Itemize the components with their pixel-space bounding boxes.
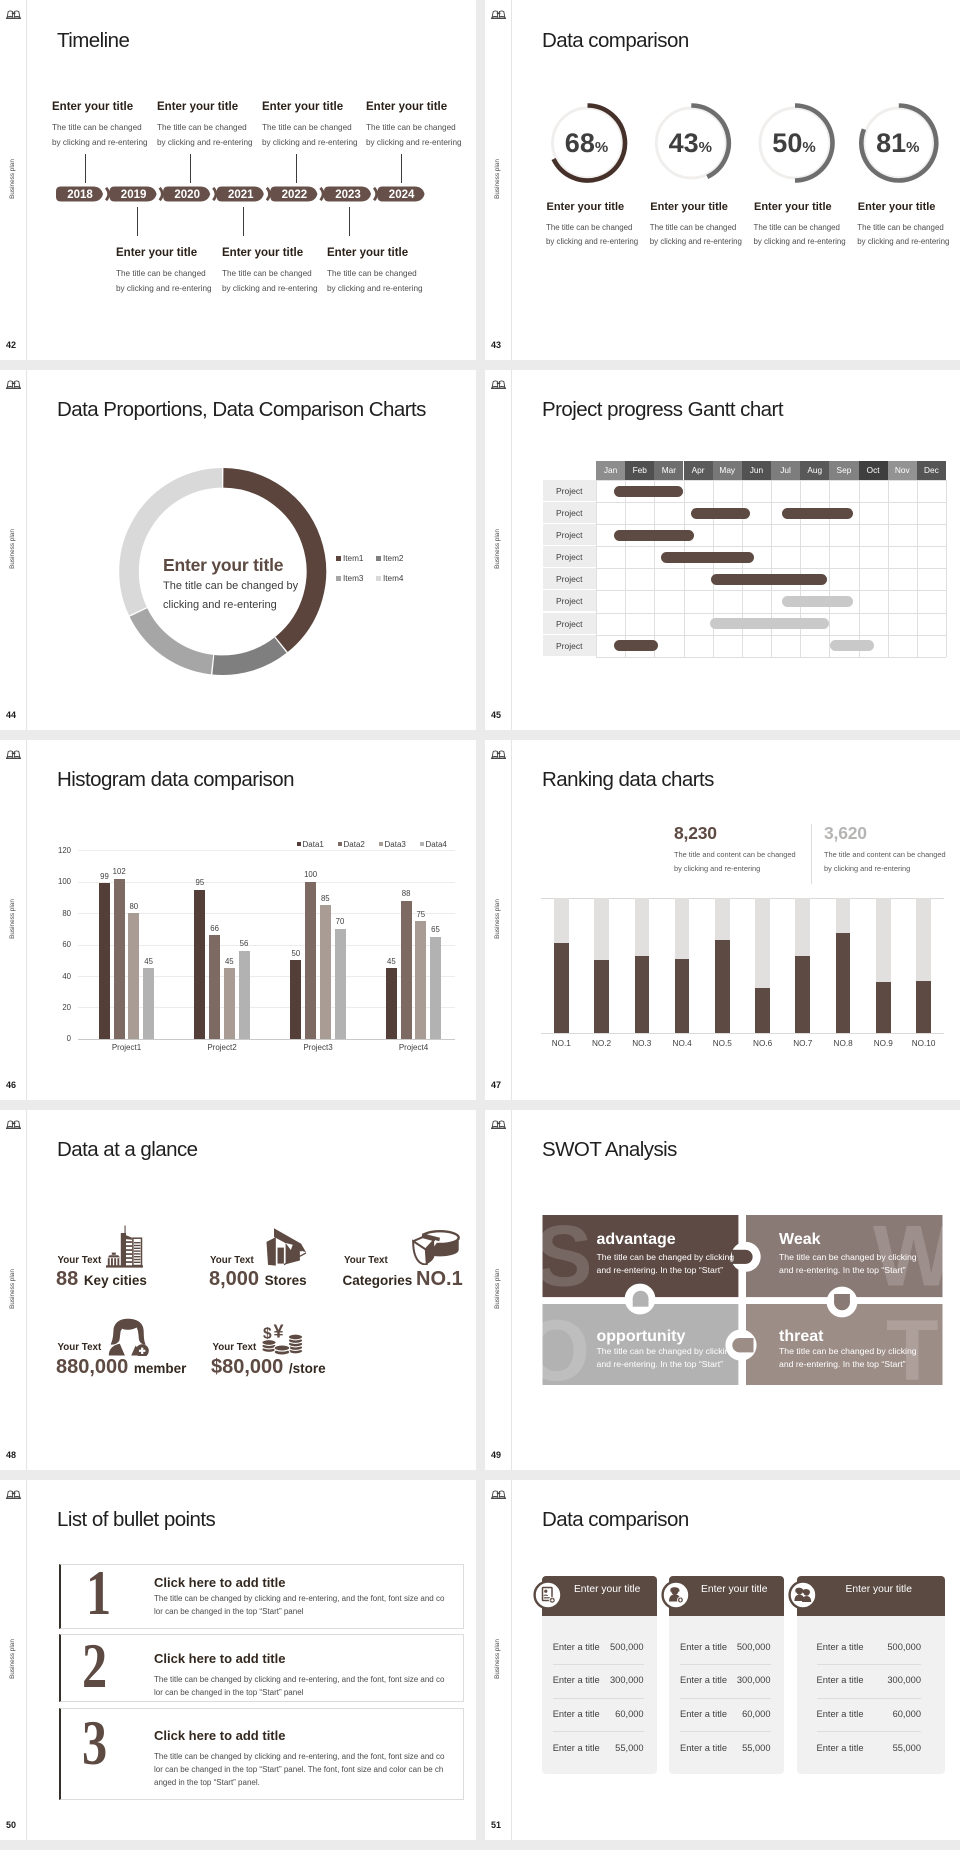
svg-text:2023: 2023 bbox=[335, 189, 361, 201]
svg-text:T: T bbox=[886, 1303, 939, 1399]
svg-text:O: O bbox=[523, 1303, 590, 1399]
svg-text:81%: 81% bbox=[876, 128, 919, 158]
svg-text:2024: 2024 bbox=[389, 189, 415, 201]
svg-text:68%: 68% bbox=[565, 128, 608, 158]
svg-text:2019: 2019 bbox=[121, 189, 147, 201]
svg-text:W: W bbox=[873, 1209, 955, 1305]
svg-text:$: $ bbox=[263, 1326, 272, 1343]
svg-text:2021: 2021 bbox=[228, 189, 254, 201]
svg-text:2018: 2018 bbox=[67, 189, 93, 201]
svg-text:¥: ¥ bbox=[274, 1322, 284, 1342]
svg-text:2022: 2022 bbox=[282, 189, 308, 201]
svg-text:43%: 43% bbox=[669, 128, 712, 158]
svg-text:S: S bbox=[535, 1209, 592, 1305]
svg-text:50%: 50% bbox=[772, 128, 815, 158]
svg-text:2020: 2020 bbox=[174, 189, 200, 201]
